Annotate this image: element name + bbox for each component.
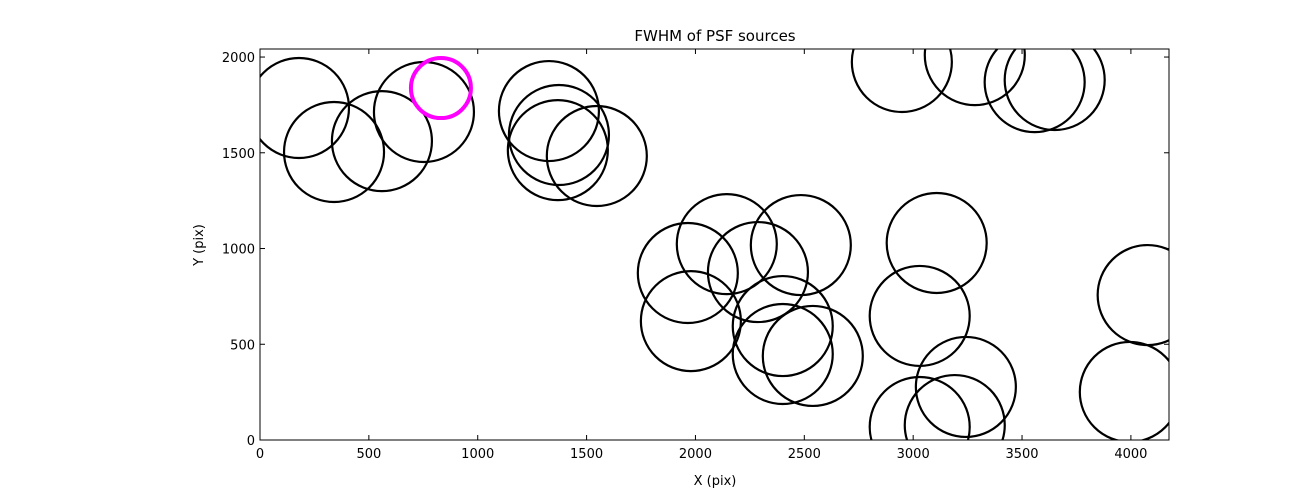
source-circle [497, 59, 601, 163]
source-circle [850, 49, 953, 114]
source-circle [1003, 49, 1106, 132]
axes: 0 500 1000 1500 2000 2500 3000 3500 4000 0 500 1000… [222, 49, 1169, 462]
axes-frame [259, 48, 1170, 441]
source-circle [282, 100, 386, 204]
x-tick-label: 500 [356, 447, 381, 462]
source-circle [731, 302, 834, 406]
source-circle [868, 375, 971, 440]
x-tick-label: 4000 [1114, 447, 1147, 462]
source-circle [545, 104, 648, 208]
source-circle [675, 193, 778, 296]
source-circle [636, 221, 739, 325]
source-circle [330, 90, 434, 193]
y-tick-label: 2000 [222, 51, 255, 66]
chart-title: FWHM of PSF sources [634, 27, 795, 45]
y-axis-label: Y (pix) [192, 224, 207, 267]
plot-area [260, 49, 1169, 440]
source-circle [731, 274, 834, 378]
x-tick-label: 2000 [679, 447, 712, 462]
source-circle [506, 99, 609, 202]
y-tick-label: 500 [230, 338, 255, 353]
source-circle [914, 335, 1017, 439]
source-circle [983, 49, 1086, 134]
source-circle [923, 49, 1026, 107]
x-axis-label: X (pix) [694, 474, 737, 489]
source-circle [507, 83, 611, 187]
x-tick-label: 0 [256, 447, 264, 462]
x-tick-label: 1000 [461, 447, 494, 462]
source-circle [761, 304, 864, 408]
source-circle [749, 193, 852, 297]
y-tick-label: 0 [247, 434, 255, 449]
x-tick-label: 3500 [1005, 447, 1038, 462]
x-tick-label: 3000 [897, 447, 930, 462]
source-circle [903, 373, 1006, 440]
source-circle [1078, 340, 1169, 440]
y-tick-label: 1500 [222, 147, 255, 162]
y-tick-label: 1000 [222, 243, 255, 258]
source-circle [706, 220, 810, 324]
x-tick-label: 2500 [788, 447, 821, 462]
source-circle [408, 56, 473, 121]
source-circle [885, 191, 988, 295]
source-circle [260, 56, 351, 160]
x-tick-label: 1500 [570, 447, 603, 462]
source-circle [639, 269, 742, 373]
